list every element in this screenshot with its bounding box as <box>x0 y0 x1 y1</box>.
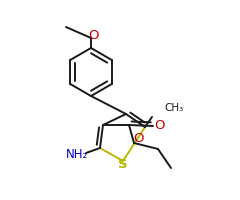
Text: S: S <box>118 158 128 171</box>
Text: NH₂: NH₂ <box>66 148 88 162</box>
Text: CH₃: CH₃ <box>164 103 183 113</box>
Text: O: O <box>154 119 164 132</box>
Text: O: O <box>88 29 98 42</box>
Text: O: O <box>133 132 143 144</box>
